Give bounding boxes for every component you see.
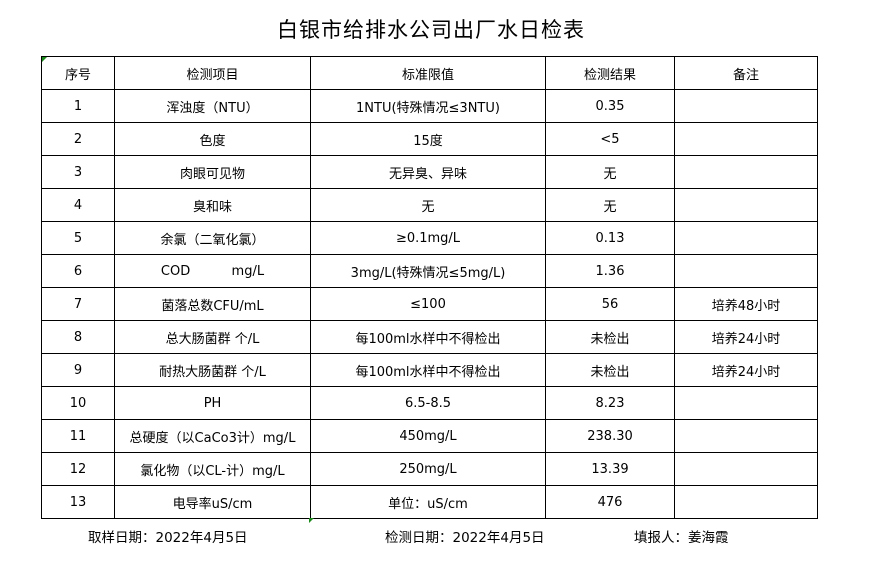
test-item-cell: COD mg/L [114, 254, 311, 288]
standard-limit-cell: 单位：uS/cm [310, 485, 546, 519]
test-date: 检测日期：2022年4月5日 [385, 530, 545, 546]
standard-limit-cell: 6.5-8.5 [310, 386, 546, 420]
row-number-cell: 10 [41, 386, 115, 420]
table-row: 8 总大肠菌群 个/L 每100ml水样中不得检出 未检出 培养24小时 [41, 320, 818, 354]
remark-cell [674, 122, 818, 156]
test-result-cell: 0.35 [545, 89, 675, 123]
standard-limit-cell: ≥0.1mg/L [310, 221, 546, 255]
remark-cell [674, 188, 818, 222]
test-result-cell: 未检出 [545, 353, 675, 387]
table-row: 13 电导率uS/cm 单位：uS/cm 476 [41, 485, 818, 519]
standard-limit-cell: 无 [310, 188, 546, 222]
test-item-cell: 电导率uS/cm [114, 485, 311, 519]
row-number-cell: 13 [41, 485, 115, 519]
test-result-cell: 1.36 [545, 254, 675, 288]
remark-cell [674, 452, 818, 486]
test-result-cell: 0.13 [545, 221, 675, 255]
test-item-cell: 余氯（二氧化氯） [114, 221, 311, 255]
row-number-cell: 2 [41, 122, 115, 156]
remark-cell [674, 485, 818, 519]
standard-limit-cell: 每100ml水样中不得检出 [310, 320, 546, 354]
table-row: 4 臭和味无无 [41, 188, 818, 222]
test-item-cell: 总大肠菌群 个/L [114, 320, 311, 354]
row-number-cell: 6 [41, 254, 115, 288]
row-number-cell: 3 [41, 155, 115, 189]
table-row: 12 氯化物（以CL-计）mg/L 250mg/L 13.39 [41, 452, 818, 486]
table-row: 10 PH 6.5-8.5 8.23 [41, 386, 818, 420]
header-cell: 检测项目 [114, 56, 311, 90]
header-cell: 序号 [41, 56, 115, 90]
remark-cell [674, 89, 818, 123]
row-number-cell: 9 [41, 353, 115, 387]
row-number-cell: 1 [41, 89, 115, 123]
test-result-cell: 无 [545, 188, 675, 222]
row-number-cell: 8 [41, 320, 115, 354]
test-result-cell: 8.23 [545, 386, 675, 420]
row-number-cell: 11 [41, 419, 115, 453]
test-item-cell: 肉眼可见物 [114, 155, 311, 189]
test-item-cell: 色度 [114, 122, 311, 156]
test-item-cell: PH [114, 386, 311, 420]
standard-limit-cell: 3mg/L(特殊情况≤5mg/L) [310, 254, 546, 288]
cell-marker [309, 518, 314, 523]
test-item-cell: 耐热大肠菌群 个/L [114, 353, 311, 387]
row-number-cell: 7 [41, 287, 115, 321]
remark-cell [674, 419, 818, 453]
row-number-cell: 4 [41, 188, 115, 222]
remark-cell [674, 386, 818, 420]
header-cell: 检测结果 [545, 56, 675, 90]
inspection-table: 序号 检测项目 标准限值 检测结果 备注 1 浑浊度（NTU） 1NTU(特殊情况≤… [41, 56, 818, 519]
test-result-cell: <5 [545, 122, 675, 156]
row-number-cell: 12 [41, 452, 115, 486]
test-result-cell: 238.30 [545, 419, 675, 453]
table-row: 7 菌落总数CFU/mL ≤100 56 培养48小时 [41, 287, 818, 321]
test-result-cell: 未检出 [545, 320, 675, 354]
test-item-cell: 总硬度（以CaCo3计）mg/L [114, 419, 311, 453]
table-row: 6 COD mg/L 3mg/L(特殊情况≤5mg/L) 1.36 [41, 254, 818, 288]
remark-cell: 培养24小时 [674, 320, 818, 354]
sampling-date: 取样日期：2022年4月5日 [88, 530, 248, 546]
table-row: 11 总硬度（以CaCo3计）mg/L 450mg/L 238.30 [41, 419, 818, 453]
remark-cell: 培养24小时 [674, 353, 818, 387]
test-result-cell: 56 [545, 287, 675, 321]
remark-cell: 培养48小时 [674, 287, 818, 321]
remark-cell [674, 155, 818, 189]
test-item-cell: 菌落总数CFU/mL [114, 287, 311, 321]
standard-limit-cell: 15度 [310, 122, 546, 156]
table-row: 3 肉眼可见物 无异臭、异味无 [41, 155, 818, 189]
standard-limit-cell: 1NTU(特殊情况≤3NTU) [310, 89, 546, 123]
table-row: 5 余氯（二氧化氯） ≥0.1mg/L 0.13 [41, 221, 818, 255]
table-row: 1 浑浊度（NTU） 1NTU(特殊情况≤3NTU) 0.35 [41, 89, 818, 123]
table-row: 9 耐热大肠菌群 个/L 每100ml水样中不得检出 未检出 培养24小时 [41, 353, 818, 387]
standard-limit-cell: 450mg/L [310, 419, 546, 453]
remark-cell [674, 254, 818, 288]
table-row: 2 色度 15度 <5 [41, 122, 818, 156]
header-cell: 备注 [674, 56, 818, 90]
page-title: 白银市给排水公司出厂水日检表 [277, 18, 585, 42]
standard-limit-cell: ≤100 [310, 287, 546, 321]
test-item-cell: 臭和味 [114, 188, 311, 222]
row-number-cell: 5 [41, 221, 115, 255]
standard-limit-cell: 每100ml水样中不得检出 [310, 353, 546, 387]
header-cell: 标准限值 [310, 56, 546, 90]
test-item-cell: 氯化物（以CL-计）mg/L [114, 452, 311, 486]
test-item-cell: 浑浊度（NTU） [114, 89, 311, 123]
test-result-cell: 13.39 [545, 452, 675, 486]
standard-limit-cell: 250mg/L [310, 452, 546, 486]
remark-cell [674, 221, 818, 255]
table-header-row: 序号 检测项目 标准限值 检测结果 备注 [41, 56, 818, 90]
test-result-cell: 476 [545, 485, 675, 519]
reporter: 填报人：姜海霞 [634, 530, 729, 546]
standard-limit-cell: 无异臭、异味 [310, 155, 546, 189]
test-result-cell: 无 [545, 155, 675, 189]
